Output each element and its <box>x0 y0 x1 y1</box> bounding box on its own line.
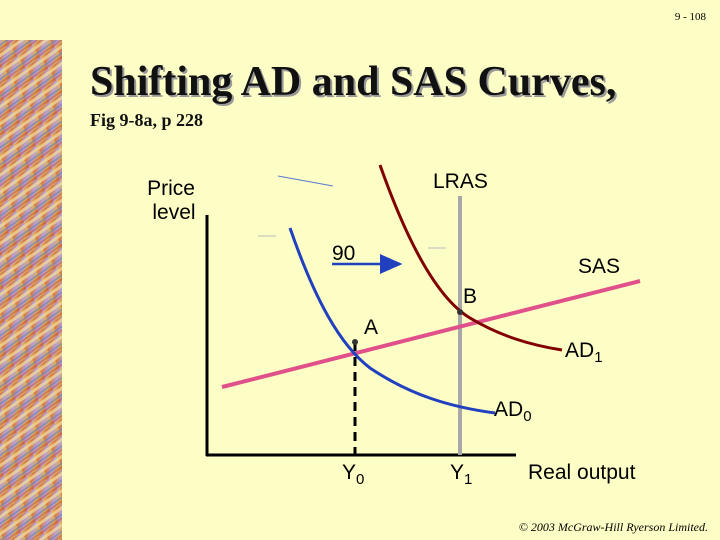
y-axis-label: Price <box>147 177 195 200</box>
shift-label: 90 <box>332 242 355 265</box>
y0-sub: 0 <box>356 471 364 488</box>
subtitle: Fig 9-8a, p 228 <box>90 110 203 130</box>
y0-label: Y0 <box>342 461 364 488</box>
ad0-label: AD0 <box>494 398 532 425</box>
y0-main: Y <box>342 461 356 484</box>
point-b-label: B <box>463 285 477 308</box>
ad0-sub: 0 <box>523 408 531 425</box>
ad1-curve <box>378 164 563 352</box>
page-number: 9 - 108 <box>675 11 707 23</box>
y-axis-label: level <box>152 201 195 224</box>
y1-main: Y <box>450 461 464 484</box>
x-axis-label: Real output <box>528 461 636 484</box>
y1-sub: 1 <box>464 471 472 488</box>
y1-label: Y1 <box>450 461 472 488</box>
title: Shifting AD and SAS Curves, <box>90 59 616 105</box>
title-shadow: Shifting AD and SAS Curves, <box>92 61 618 107</box>
decor-line <box>277 175 334 187</box>
ad0-curve <box>288 227 496 415</box>
copyright: © 2003 McGraw-Hill Ryerson Limited. <box>519 520 708 534</box>
decorative-strip <box>0 40 62 540</box>
point-a-label: A <box>364 316 378 339</box>
ad0-main: AD <box>494 398 523 421</box>
sas-label: SAS <box>578 255 620 278</box>
ad1-main: AD <box>565 339 594 362</box>
ad1-label: AD1 <box>565 339 603 366</box>
sas-line <box>221 279 641 389</box>
point-a-dot <box>352 339 358 345</box>
ad1-sub: 1 <box>594 349 602 366</box>
lras-label: LRAS <box>433 170 488 193</box>
point-b-dot <box>457 309 463 315</box>
